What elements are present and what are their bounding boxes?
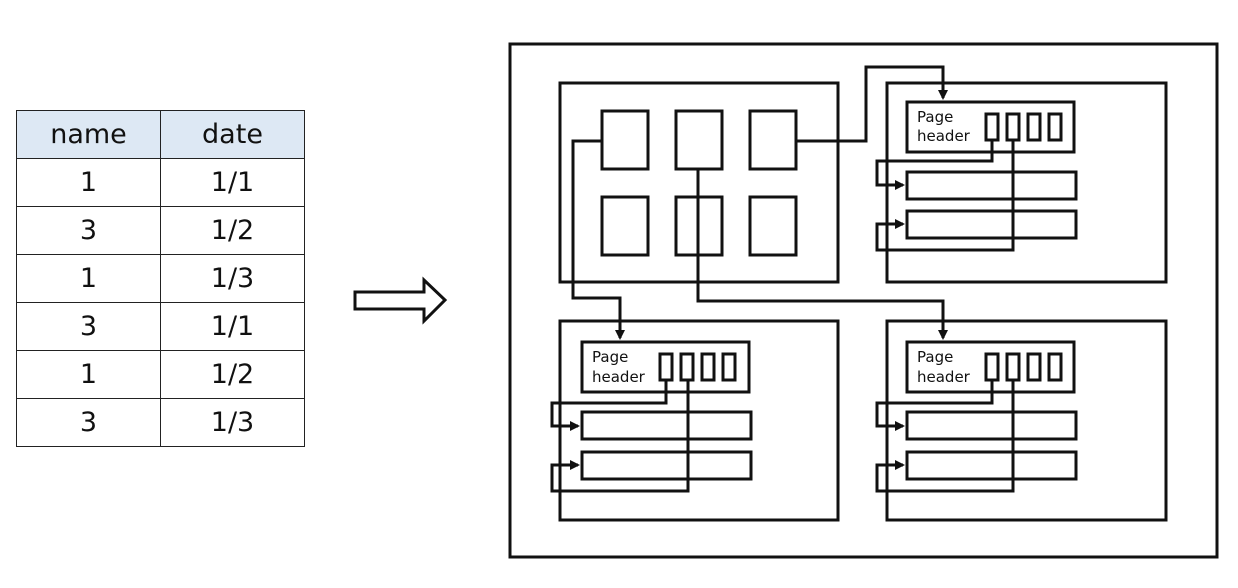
table-cell-name: 3 xyxy=(16,398,161,447)
table-cell-date: 1/1 xyxy=(160,158,305,207)
table-row: 3 1/3 xyxy=(16,398,305,447)
directory-to-page-arrow-top-right xyxy=(796,65,948,143)
storage-container xyxy=(508,42,1219,559)
transform-arrow-icon xyxy=(353,276,448,325)
record-box xyxy=(905,170,1078,201)
data-page-bottom-left: Page header xyxy=(550,319,840,522)
slot-pointer xyxy=(1005,112,1021,142)
slot-pointer xyxy=(1005,352,1021,382)
slot-pointer xyxy=(1026,352,1042,382)
table-header-row: name date xyxy=(16,110,305,159)
slot-pointer xyxy=(984,112,1000,142)
page-header-label-line1: Page xyxy=(917,108,953,126)
page-header-label-line2: header xyxy=(917,368,971,386)
source-data-table: name date 1 1/1 3 1/2 1 1/3 3 1/1 1 xyxy=(16,110,305,447)
table-cell-date: 1/3 xyxy=(160,398,305,447)
table-cell-date: 1/2 xyxy=(160,350,305,399)
page-header-label-line2: header xyxy=(917,127,971,145)
data-page-frame xyxy=(885,319,1168,522)
directory-slot xyxy=(600,109,650,171)
column-header-date: date xyxy=(160,110,305,159)
table-cell-name: 3 xyxy=(16,206,161,255)
directory-slot xyxy=(674,109,724,171)
directory-to-page-arrow-bottom-right xyxy=(696,169,948,340)
slot-pointer xyxy=(1026,112,1042,142)
slot-to-record-arrow xyxy=(550,380,668,431)
record-box xyxy=(580,410,753,441)
page-header-label-line1: Page xyxy=(917,348,953,366)
directory-to-page-arrow-bottom-left xyxy=(571,139,625,340)
slot-to-record-arrow xyxy=(875,380,1015,493)
data-page-frame xyxy=(558,319,840,522)
table-row: 3 1/1 xyxy=(16,302,305,351)
table-cell-name: 1 xyxy=(16,254,161,303)
column-header-name: name xyxy=(16,110,161,159)
page-header-label-line2: header xyxy=(592,368,646,386)
directory-slot xyxy=(748,109,798,171)
slot-pointer xyxy=(700,352,716,382)
slot-to-record-arrow xyxy=(875,140,994,190)
table-row: 1 1/1 xyxy=(16,158,305,207)
record-box xyxy=(580,450,753,481)
directory-slot xyxy=(600,195,650,257)
table-cell-date: 1/1 xyxy=(160,302,305,351)
slot-pointer xyxy=(721,352,737,382)
record-box xyxy=(905,209,1078,240)
table-cell-name: 1 xyxy=(16,158,161,207)
data-page-top-right: Page header xyxy=(875,81,1168,284)
data-page-frame xyxy=(885,81,1168,284)
slot-pointer xyxy=(658,352,674,382)
record-box xyxy=(905,410,1078,441)
slot-pointer xyxy=(679,352,695,382)
table-row: 1 1/2 xyxy=(16,350,305,399)
slot-pointer xyxy=(984,352,1000,382)
data-page-bottom-right: Page header xyxy=(875,319,1168,522)
slot-pointer xyxy=(1047,112,1063,142)
directory-slot xyxy=(748,195,798,257)
record-box xyxy=(905,450,1078,481)
slot-pointer xyxy=(1047,352,1063,382)
page-header-label-line1: Page xyxy=(592,348,628,366)
source-table-wrapper: name date 1 1/1 3 1/2 1 1/3 3 1/1 1 xyxy=(16,110,305,447)
slot-to-record-arrow xyxy=(875,380,994,431)
table-cell-date: 1/3 xyxy=(160,254,305,303)
table-row: 1 1/3 xyxy=(16,254,305,303)
slot-to-record-arrow xyxy=(875,140,1015,252)
slot-to-record-arrow xyxy=(550,380,690,493)
